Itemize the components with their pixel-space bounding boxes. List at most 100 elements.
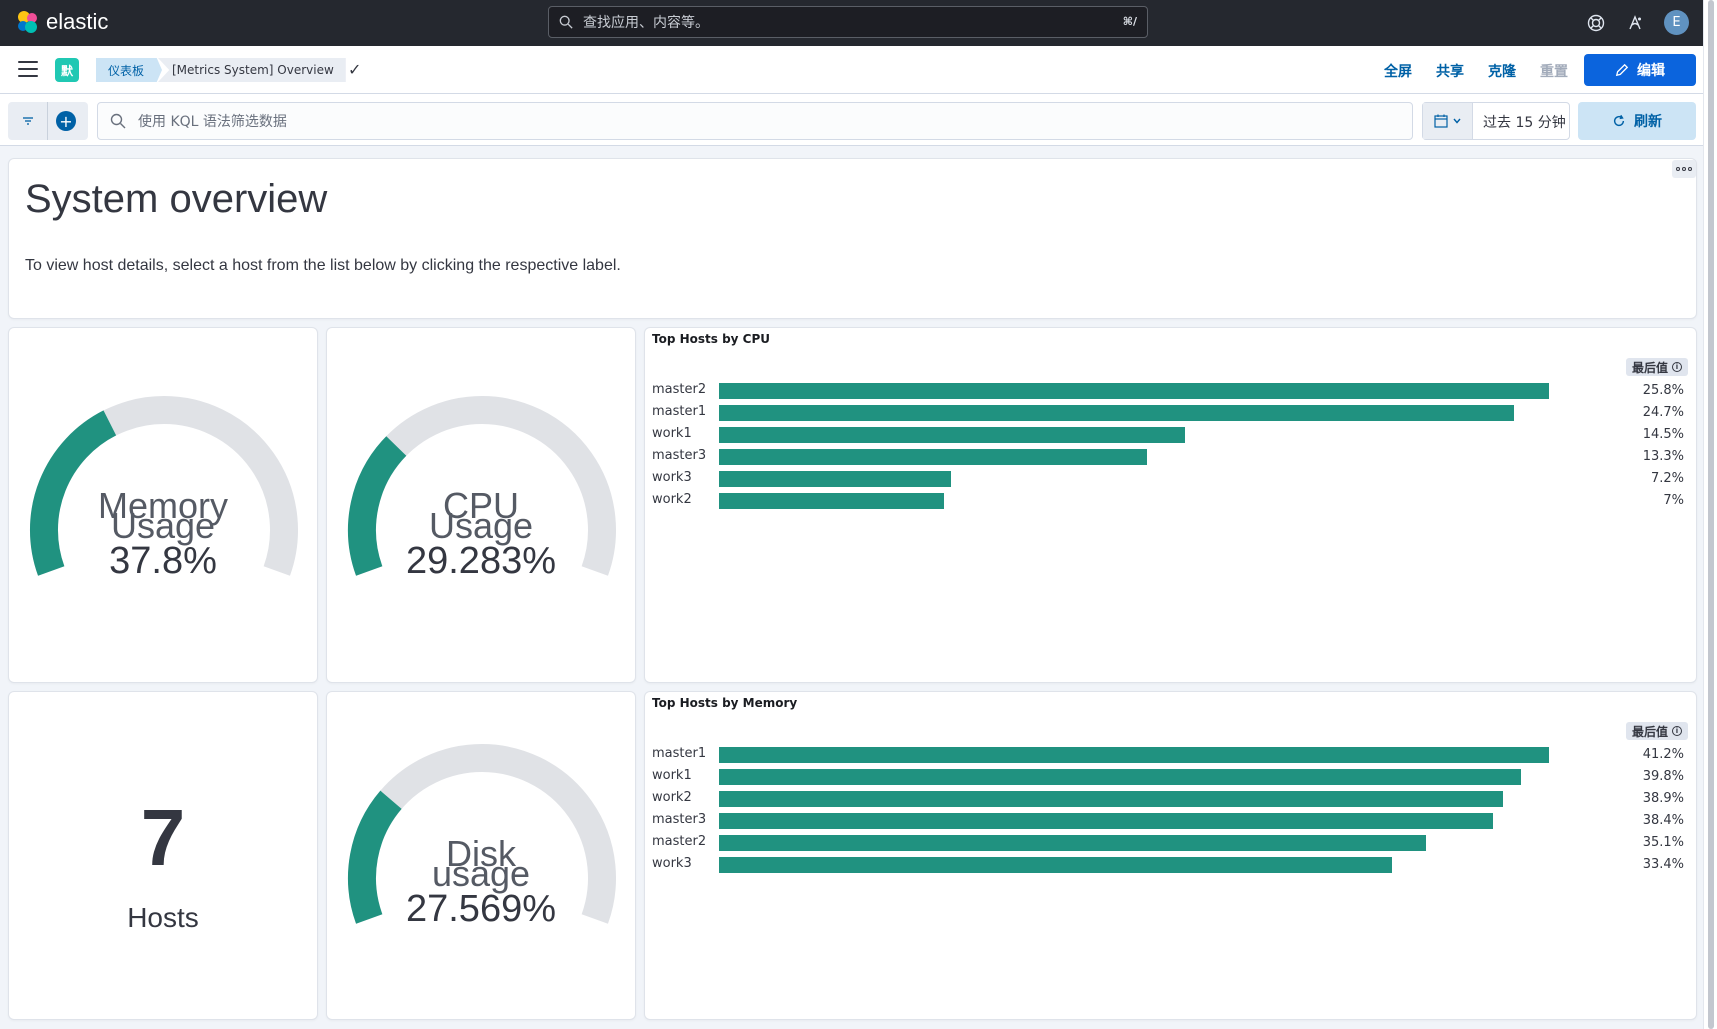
bar-value-label: 38.9%: [1642, 791, 1684, 806]
user-avatar[interactable]: E: [1664, 10, 1689, 35]
bar-label[interactable]: work3: [652, 470, 692, 485]
bar-label[interactable]: work1: [652, 426, 692, 441]
bar-label[interactable]: work1: [652, 768, 692, 783]
time-picker[interactable]: 过去 15 分钟: [1422, 102, 1570, 140]
chevron-down-icon: [1452, 118, 1461, 124]
bar-label[interactable]: master3: [652, 812, 707, 827]
bar-row-master1[interactable]: master1 41.2%: [645, 744, 1696, 766]
bar-label[interactable]: work3: [652, 856, 692, 871]
bar-value-label: 7%: [1663, 493, 1684, 508]
scrollbar-thumb[interactable]: [1708, 0, 1714, 1029]
bar-label[interactable]: master2: [652, 834, 707, 849]
bar-row-master2[interactable]: master2 35.1%: [645, 832, 1696, 854]
bar-label[interactable]: master3: [652, 448, 707, 463]
bar[interactable]: [719, 449, 1147, 465]
bar[interactable]: [719, 835, 1427, 851]
pencil-icon: [1615, 63, 1629, 77]
space-avatar[interactable]: 默: [55, 58, 79, 82]
query-bar: + 使用 KQL 语法筛选数据 过去 15 分钟 刷新: [0, 94, 1703, 146]
bar[interactable]: [719, 383, 1549, 399]
top-header: elastic 查找应用、内容等。 ⌘/ E: [0, 0, 1717, 46]
bar-label[interactable]: work2: [652, 492, 692, 507]
bar-value-label: 38.4%: [1642, 813, 1684, 828]
disk-gauge-label-line2: usage: [431, 853, 531, 894]
cpu-gauge-panel: CPU Usage 29.283%: [326, 327, 636, 683]
memory-gauge-label-line2: Usage: [110, 505, 216, 546]
cpu-gauge-value: 29.283%: [405, 540, 556, 582]
global-search-input[interactable]: 查找应用、内容等。 ⌘/: [548, 6, 1148, 38]
cpu-gauge-label-line2: Usage: [428, 505, 534, 546]
fullscreen-button[interactable]: 全屏: [1384, 64, 1412, 80]
bar-row-work1[interactable]: work1 14.5%: [645, 424, 1696, 446]
edit-label: 编辑: [1637, 63, 1665, 79]
top-hosts-cpu-chart: Top Hosts by CPU 最后值 i master2 25.8% maste…: [644, 327, 1697, 683]
time-range-text[interactable]: 过去 15 分钟: [1483, 115, 1566, 131]
bar-value-label: 35.1%: [1642, 835, 1684, 850]
legend-label: 最后值: [1631, 724, 1668, 739]
bar[interactable]: [719, 857, 1392, 873]
bar[interactable]: [719, 747, 1549, 763]
gauge-fill: [348, 436, 407, 576]
bar-row-work3[interactable]: work3 7.2%: [645, 468, 1696, 490]
reset-button[interactable]: 重置: [1540, 64, 1568, 80]
clone-button[interactable]: 克隆: [1488, 64, 1516, 80]
bar-label[interactable]: master1: [652, 746, 707, 761]
bar[interactable]: [719, 427, 1186, 443]
page-scrollbar[interactable]: [1703, 0, 1717, 1029]
bar-value-label: 41.2%: [1642, 747, 1684, 762]
bar-row-master1[interactable]: master1 24.7%: [645, 402, 1696, 424]
overview-panel: System overview To view host details, se…: [8, 158, 1697, 319]
logo-text: elastic: [46, 9, 109, 34]
refresh-button[interactable]: 刷新: [1578, 102, 1696, 140]
bar[interactable]: [719, 769, 1521, 785]
bar-row-master3[interactable]: master3 38.4%: [645, 810, 1696, 832]
filter-menu-button[interactable]: [8, 102, 48, 140]
bar-row-work1[interactable]: work1 39.8%: [645, 766, 1696, 788]
bar[interactable]: [719, 471, 951, 487]
legend-badge[interactable]: 最后值 i: [1625, 358, 1688, 376]
chart-title: Top Hosts by Memory: [652, 696, 798, 710]
bar[interactable]: [719, 791, 1503, 807]
newsfeed-icon[interactable]: [1624, 12, 1646, 34]
calendar-icon: [1433, 114, 1448, 128]
bar-row-master3[interactable]: master3 13.3%: [645, 446, 1696, 468]
bar-value-label: 39.8%: [1642, 769, 1684, 784]
quick-menu-button[interactable]: [1423, 103, 1473, 139]
bar-label[interactable]: work2: [652, 790, 692, 805]
bar-row-work3[interactable]: work3 33.4%: [645, 854, 1696, 876]
gauge-fill: [348, 790, 402, 924]
breadcrumb-current: [Metrics System] Overview: [158, 58, 346, 82]
memory-gauge-panel: Memory Usage 37.8%: [8, 327, 318, 683]
add-filter-button[interactable]: +: [56, 111, 76, 131]
bar-row-master2[interactable]: master2 25.8%: [645, 380, 1696, 402]
share-button[interactable]: 共享: [1436, 64, 1464, 80]
bar-label[interactable]: master1: [652, 404, 707, 419]
legend-badge[interactable]: 最后值 i: [1625, 722, 1688, 740]
kql-search-input[interactable]: 使用 KQL 语法筛选数据: [97, 102, 1413, 140]
info-icon: i: [1672, 726, 1682, 736]
saved-check-icon: ✓: [348, 60, 362, 79]
bar-row-work2[interactable]: work2 38.9%: [645, 788, 1696, 810]
top-hosts-memory-chart: Top Hosts by Memory 最后值 i master1 41.2% wo…: [644, 691, 1697, 1020]
panel-options-icon[interactable]: [1672, 160, 1696, 178]
refresh-label: 刷新: [1634, 114, 1662, 130]
search-icon: [110, 113, 126, 129]
legend-label: 最后值: [1631, 360, 1668, 375]
bar[interactable]: [719, 405, 1514, 421]
elastic-logo[interactable]: elastic: [16, 9, 108, 35]
breadcrumb-dashboards[interactable]: 仪表板: [96, 58, 163, 82]
help-icon[interactable]: [1585, 12, 1607, 34]
bar-row-work2[interactable]: work2 7%: [645, 490, 1696, 512]
search-icon: [559, 15, 573, 29]
bar-label[interactable]: master2: [652, 382, 707, 397]
edit-button[interactable]: 编辑: [1584, 54, 1696, 86]
kql-placeholder: 使用 KQL 语法筛选数据: [138, 114, 287, 130]
menu-toggle-icon[interactable]: [18, 61, 38, 79]
bar[interactable]: [719, 813, 1493, 829]
gauge-fill: [29, 410, 117, 576]
bar-value-label: 25.8%: [1642, 383, 1684, 398]
disk-gauge-value: 27.569%: [405, 888, 556, 930]
hosts-label: Hosts: [127, 902, 199, 933]
filter-button-group: +: [8, 102, 88, 140]
bar[interactable]: [719, 493, 945, 509]
